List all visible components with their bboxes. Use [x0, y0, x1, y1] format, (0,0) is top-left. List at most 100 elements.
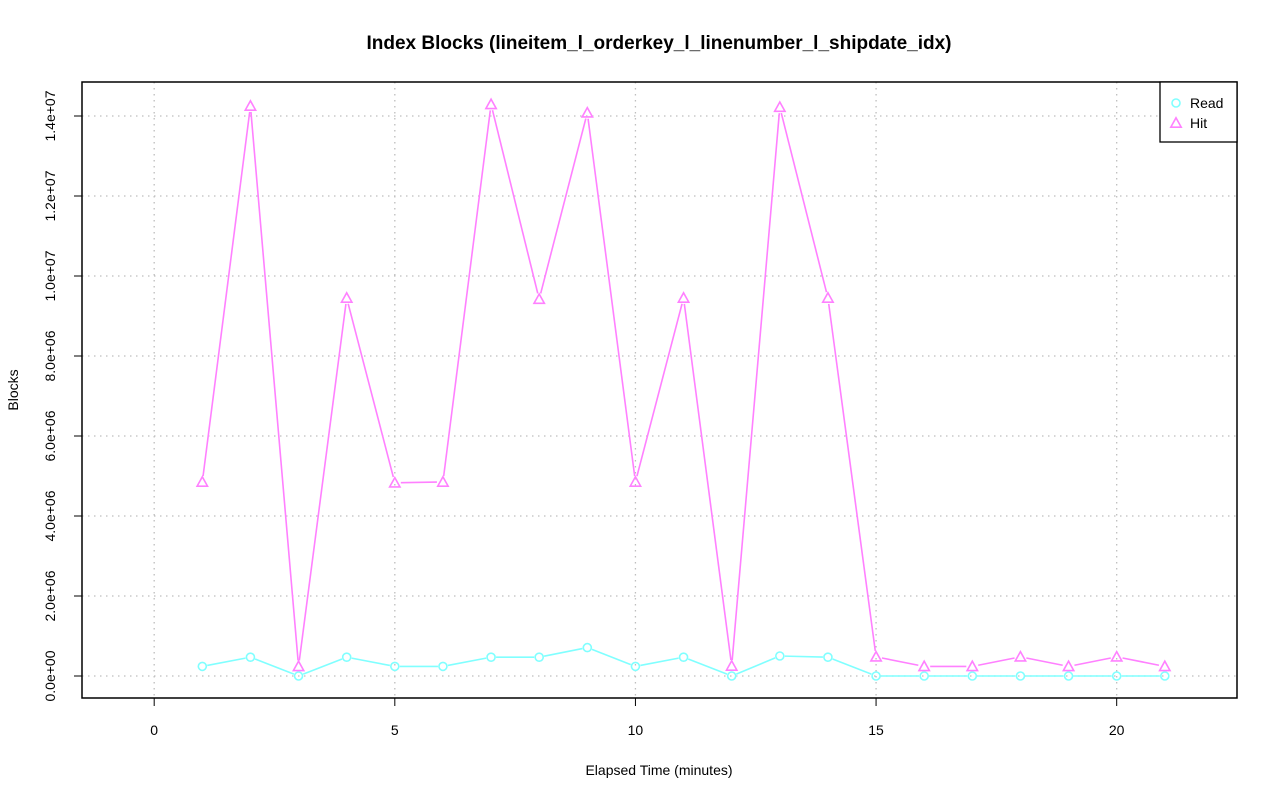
- data-point-read: [1111, 671, 1122, 681]
- data-point-read: [678, 652, 689, 663]
- series-line-segment: [687, 658, 728, 675]
- data-point-hit: [965, 659, 979, 672]
- x-tick-label: 15: [868, 722, 884, 738]
- data-point-hit: [243, 99, 257, 111]
- series-line-segment: [543, 647, 583, 658]
- data-point-hit: [484, 97, 498, 110]
- y-tick-label: 1.4e+07: [42, 90, 58, 141]
- data-point-read: [245, 652, 256, 663]
- series-line-segment: [784, 655, 823, 658]
- x-tick-label: 0: [150, 722, 158, 738]
- series-line-segment: [832, 658, 872, 675]
- series-line-segment: [978, 657, 1015, 667]
- legend-label: Hit: [1190, 115, 1207, 131]
- series-line-segment: [881, 657, 919, 667]
- legend-label: Read: [1190, 95, 1223, 111]
- legend-item-read: Read: [1171, 95, 1223, 111]
- data-point-hit: [436, 475, 450, 487]
- legend: Read Hit: [1159, 81, 1238, 143]
- series-line-segment: [400, 481, 437, 484]
- data-point-hit: [725, 659, 739, 671]
- data-point-read: [534, 652, 544, 663]
- y-tick-label: 1.0e+07: [42, 250, 58, 301]
- data-point-hit: [821, 291, 835, 303]
- legend-item-hit: Hit: [1169, 115, 1207, 131]
- series-line-segment: [591, 648, 632, 666]
- y-tick-label: 1.2e+07: [42, 170, 58, 221]
- data-point-read: [582, 642, 593, 653]
- data-point-read: [967, 671, 978, 681]
- data-point-hit: [1062, 659, 1076, 672]
- legend-box: [1159, 81, 1238, 143]
- series-line-segment: [351, 657, 391, 667]
- series-line-segment: [442, 110, 492, 477]
- y-tick-label: 8.0e+06: [42, 330, 58, 381]
- series-line-segment: [731, 113, 781, 661]
- series-line-segment: [298, 303, 347, 661]
- y-axis-label: Blocks: [5, 369, 21, 410]
- data-point-hit: [677, 291, 691, 303]
- y-tick-label: 0.0e+00: [42, 650, 58, 701]
- y-axis: 0.0e+00 2.0e+06 4.0e+06 6.0e+06 8.0e+06 1.0e+…: [42, 90, 83, 702]
- series-line-segment: [683, 303, 732, 661]
- y-tick-label: 4.0e+06: [42, 490, 58, 541]
- grid-lines: [82, 82, 1237, 698]
- data-point-read: [197, 661, 208, 672]
- series-line-segment: [587, 118, 636, 477]
- data-point-read: [486, 652, 496, 663]
- series-line-segment: [636, 303, 683, 477]
- series-hit: [195, 97, 1172, 672]
- x-tick-label: 20: [1109, 722, 1125, 738]
- data-point-read: [293, 671, 304, 681]
- data-point-read: [630, 661, 641, 672]
- chart-title: Index Blocks (lineitem_l_orderkey_l_line…: [367, 33, 952, 54]
- x-tick-label: 5: [391, 722, 399, 738]
- data-point-hit: [1110, 649, 1124, 662]
- data-point-hit: [388, 475, 402, 488]
- series-line-segment: [780, 112, 828, 293]
- data-point-read: [390, 661, 400, 672]
- legend-marker-read: [1171, 98, 1181, 108]
- data-point-hit: [773, 100, 787, 113]
- data-point-read: [438, 661, 448, 672]
- data-point-hit: [580, 105, 594, 118]
- series-line-segment: [250, 111, 299, 661]
- data-point-hit: [869, 649, 883, 662]
- data-point-read: [1015, 671, 1026, 681]
- data-point-read: [919, 671, 929, 681]
- series-line-segment: [447, 657, 487, 667]
- series-line-segment: [539, 118, 587, 294]
- series-layer: [195, 97, 1172, 681]
- data-point-hit: [1013, 649, 1027, 662]
- data-point-read: [726, 671, 737, 681]
- series-line-segment: [1122, 657, 1160, 667]
- data-point-hit: [1158, 659, 1172, 672]
- data-point-hit: [195, 475, 209, 487]
- series-line-segment: [491, 110, 539, 294]
- data-point-hit: [292, 659, 306, 672]
- data-point-read: [1160, 671, 1170, 681]
- x-axis: 0 5 10 15 20: [150, 697, 1125, 738]
- series-line-segment: [207, 657, 246, 667]
- series-line-segment: [1074, 657, 1111, 667]
- series-line-segment: [302, 658, 343, 675]
- data-point-read: [1063, 671, 1074, 681]
- series-line-segment: [202, 111, 251, 477]
- data-point-hit: [340, 291, 354, 303]
- series-line-segment: [254, 658, 295, 675]
- series-line-segment: [347, 303, 395, 478]
- series-line-segment: [1026, 657, 1063, 667]
- x-tick-label: 10: [628, 722, 644, 738]
- series-read: [197, 642, 1170, 681]
- series-line-segment: [827, 303, 877, 651]
- data-point-read: [341, 652, 352, 663]
- x-axis-label: Elapsed Time (minutes): [585, 762, 732, 778]
- data-point-hit: [917, 659, 931, 672]
- y-tick-label: 2.0e+06: [42, 570, 58, 621]
- data-point-read: [775, 651, 785, 661]
- series-line-segment: [640, 657, 679, 667]
- data-point-read: [823, 652, 833, 663]
- y-tick-label: 6.0e+06: [42, 410, 58, 461]
- data-point-hit: [532, 292, 546, 305]
